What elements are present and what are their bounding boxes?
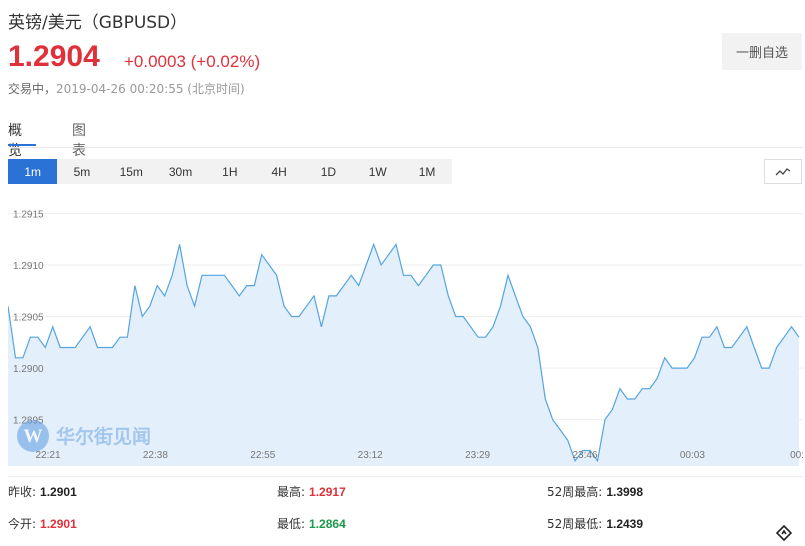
diamond-arrow-icon[interactable] bbox=[776, 525, 792, 541]
stat-52w-low: 52周最低: 1.2439 bbox=[547, 515, 643, 532]
trading-status: 交易中，2019-04-26 00:20:55 (北京时间) bbox=[8, 80, 245, 97]
active-tab-indicator bbox=[8, 144, 36, 146]
y-tick-label: 1.2910 bbox=[13, 261, 44, 272]
status-text: 交易中， bbox=[8, 82, 57, 96]
watermark-logo-icon: W bbox=[24, 426, 43, 447]
timeframe-30m-button[interactable]: 30m bbox=[156, 159, 205, 184]
stat-label: 52周最低: bbox=[547, 517, 603, 531]
price-line bbox=[8, 242, 800, 463]
stat-label: 52周最高: bbox=[547, 485, 603, 499]
stat-label: 最高: bbox=[277, 485, 306, 499]
divider bbox=[8, 147, 803, 148]
stat-52w-high: 52周最高: 1.3998 bbox=[547, 483, 643, 500]
price-change: +0.0003 (+0.02%) bbox=[124, 52, 261, 71]
timeframe-1h-button[interactable]: 1H bbox=[205, 159, 254, 184]
stat-value: 1.2917 bbox=[309, 485, 346, 499]
x-tick-label: 23:12 bbox=[358, 450, 383, 461]
tab-chart[interactable]: 图表 bbox=[72, 123, 86, 159]
stat-open: 今开: 1.2901 bbox=[8, 515, 77, 532]
stat-label: 今开: bbox=[8, 517, 37, 531]
stat-value: 1.2901 bbox=[40, 517, 77, 531]
current-price: 1.2904 bbox=[8, 40, 100, 73]
line-chart-icon bbox=[775, 168, 791, 176]
tab-overview[interactable]: 概览 bbox=[8, 123, 22, 159]
price-area-fill bbox=[8, 244, 799, 466]
page-title: 英镑/美元（GBPUSD） bbox=[8, 13, 188, 33]
stat-value: 1.2901 bbox=[40, 485, 77, 499]
stat-label: 最低: bbox=[277, 517, 306, 531]
x-tick-label: 00:2 bbox=[790, 450, 803, 461]
chart-type-button[interactable] bbox=[764, 159, 802, 184]
watermark: W 华尔街见闻 bbox=[17, 420, 151, 452]
x-tick-label: 22:21 bbox=[35, 450, 60, 461]
x-tick-label: 00:03 bbox=[680, 450, 705, 461]
x-tick-label: 23:46 bbox=[572, 450, 597, 461]
timestamp: 2019-04-26 00:20:55 (北京时间) bbox=[56, 82, 245, 96]
stat-high: 最高: 1.2917 bbox=[277, 483, 346, 500]
y-tick-label: 1.2900 bbox=[13, 364, 44, 375]
stat-low: 最低: 1.2864 bbox=[277, 515, 346, 532]
timeframe-15m-button[interactable]: 15m bbox=[107, 159, 156, 184]
timeframe-5m-button[interactable]: 5m bbox=[57, 159, 106, 184]
x-tick-label: 22:55 bbox=[250, 450, 275, 461]
y-tick-label: 1.2905 bbox=[13, 313, 44, 324]
stat-value: 1.3998 bbox=[606, 485, 644, 499]
remove-watchlist-button[interactable]: 一删自选 bbox=[722, 33, 802, 70]
watermark-text: 华尔街见闻 bbox=[56, 425, 151, 448]
timeframe-selector: 1m 5m 15m 30m 1H 4H 1D 1W 1M bbox=[8, 159, 452, 184]
timeframe-1d-button[interactable]: 1D bbox=[304, 159, 353, 184]
stat-value: 1.2864 bbox=[309, 517, 346, 531]
timeframe-1w-button[interactable]: 1W bbox=[353, 159, 402, 184]
timeframe-1mo-button[interactable]: 1M bbox=[402, 159, 451, 184]
timeframe-4h-button[interactable]: 4H bbox=[254, 159, 303, 184]
y-tick-label: 1.2915 bbox=[13, 209, 44, 220]
x-tick-label: 22:38 bbox=[143, 450, 168, 461]
x-tick-label: 23:29 bbox=[465, 450, 490, 461]
x-axis: 22:21 22:38 22:55 23:12 23:29 23:46 00:03 00:2 bbox=[35, 450, 803, 461]
stat-value: 1.2439 bbox=[606, 517, 644, 531]
stat-prev-close: 昨收: 1.2901 bbox=[8, 483, 77, 500]
stats-divider bbox=[8, 476, 803, 477]
timeframe-1m-button[interactable]: 1m bbox=[8, 159, 58, 184]
stat-label: 昨收: bbox=[8, 485, 37, 499]
